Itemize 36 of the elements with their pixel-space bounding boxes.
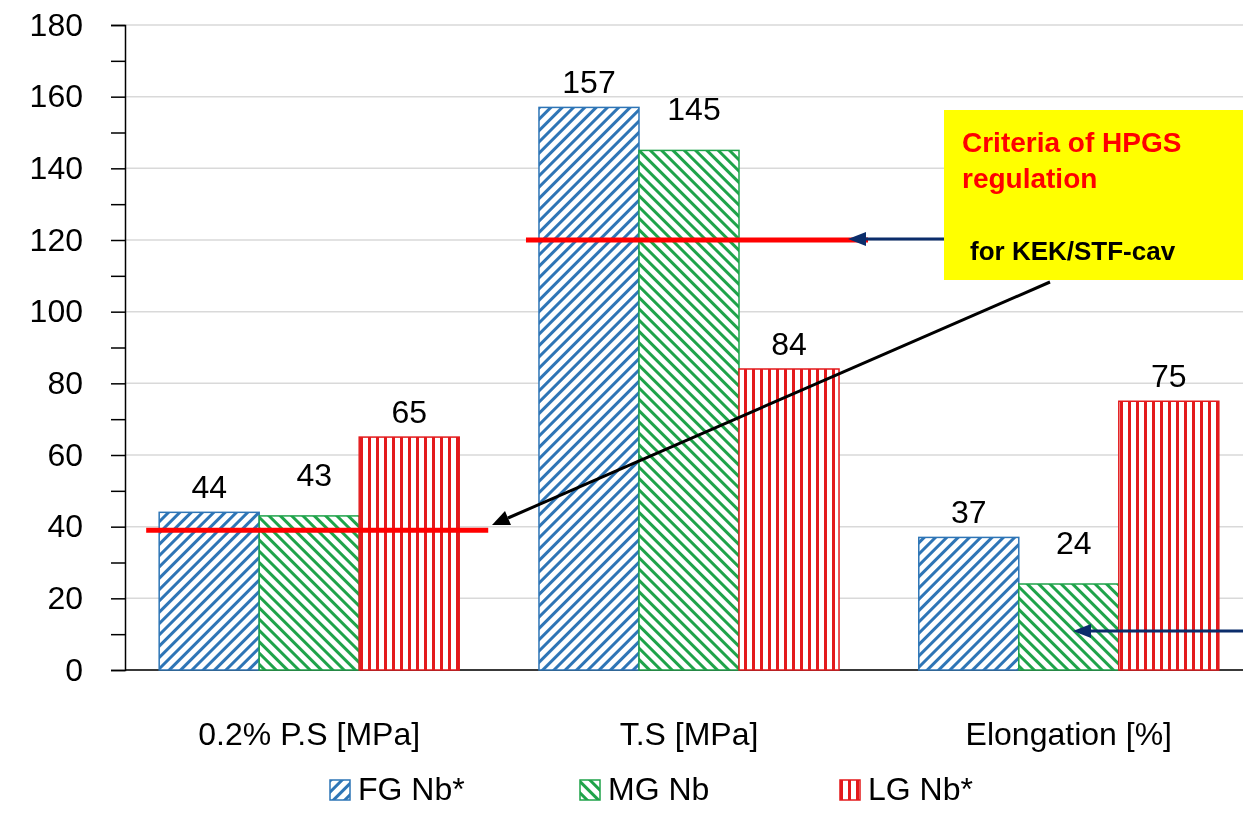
- bar: [1018, 583, 1120, 671]
- y-tick-label: 20: [47, 580, 83, 617]
- data-label: 84: [771, 326, 807, 362]
- annotation: for KEK/STF-cav: [970, 236, 1176, 266]
- bar: [258, 515, 360, 671]
- legend-label: LG Nb*: [868, 771, 973, 807]
- y-tick-label: 0: [65, 651, 83, 688]
- data-label: 37: [950, 494, 987, 531]
- y-tick-label: 60: [47, 436, 83, 473]
- y-tick-label: 180: [29, 6, 83, 43]
- x-tick-label: T.S [MPa]: [619, 716, 759, 752]
- x-tick-label: 0.2% P.S [MPa]: [198, 716, 421, 752]
- data-label: 24: [1056, 525, 1092, 561]
- data-label: 65: [391, 394, 428, 431]
- x-tick-label: Elongation [%]: [965, 716, 1172, 752]
- bar: [538, 106, 640, 671]
- bar: [358, 436, 460, 671]
- y-tick-label: 80: [47, 365, 83, 402]
- data-label: 157: [562, 64, 616, 101]
- y-tick-label: 120: [29, 221, 83, 258]
- y-tick-label: 100: [29, 293, 83, 330]
- y-tick-label: 40: [47, 508, 83, 545]
- bar: [918, 536, 1020, 671]
- data-label: 43: [296, 456, 332, 493]
- legend-label: MG Nb: [608, 771, 710, 807]
- bar: [638, 149, 740, 671]
- y-tick-label: 160: [29, 78, 83, 115]
- data-label: 75: [1151, 358, 1187, 395]
- bar: [738, 368, 840, 671]
- legend-label: FG Nb*: [358, 771, 465, 807]
- bar: [1118, 400, 1220, 671]
- data-label: 44: [191, 469, 227, 506]
- y-tick-label: 140: [29, 150, 83, 187]
- annotation: Criteria of HPGS regulation: [962, 127, 1182, 194]
- data-label: 145: [667, 91, 721, 128]
- bar: [158, 511, 260, 671]
